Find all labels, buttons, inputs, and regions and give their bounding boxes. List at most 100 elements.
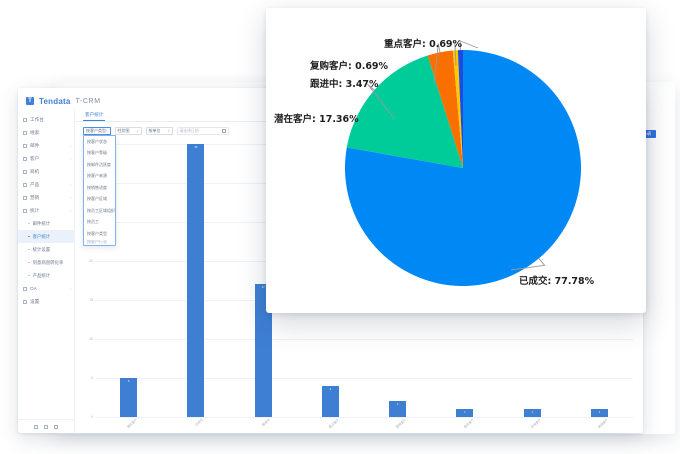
dropdown-item-5[interactable]: 按客户区域 (87, 196, 107, 202)
stats-icon (23, 208, 27, 213)
group-by-value: 按客户类型 (86, 128, 106, 133)
pie-label-4: 重点客户: 0.69% (384, 39, 463, 50)
dropdown-item-3[interactable]: 按客户来源 (87, 173, 107, 179)
gridline: 0 (91, 415, 633, 419)
bullet-icon (28, 261, 30, 264)
x-axis-tick: 已成交 (194, 417, 205, 428)
bar[interactable]: 17 (254, 284, 272, 417)
bar-chart-x-labels: 潜在客户 已成交 跟进中 重点客户 复购客户 意向客户 无效客户 其他客户 (95, 417, 633, 431)
pie-label-3: 复购客户: 0.69% (310, 61, 389, 72)
pie-label-0: 已成交: 77.78% (519, 276, 595, 287)
sidebar-item-label: OA (30, 286, 37, 291)
x-label-cell: 其他客户 (566, 417, 633, 431)
bar-cell: 1 (499, 144, 566, 417)
brand-mark-icon: T (26, 97, 34, 105)
pie-leader-line-2 (433, 43, 441, 85)
sidebar-item-2[interactable]: 邮件 › (18, 139, 74, 152)
bar-value-label: 35 (194, 145, 198, 149)
sidebar-item-4[interactable]: 商机 (18, 165, 74, 178)
help-icon[interactable] (54, 424, 58, 429)
sidebar-item-1[interactable]: 线索 (18, 126, 74, 139)
leads-icon (23, 130, 27, 135)
pie-slice-4[interactable] (457, 50, 463, 168)
bar-value-label: 5 (127, 379, 130, 383)
dropdown-item-6[interactable]: 按员工区域组织 (87, 207, 115, 213)
group-by-dropdown-menu[interactable]: 按客户状态按客户等级按邮件活跃度 按客户来源按销售进度按客户区域按员工区域组织 按员… (83, 135, 116, 246)
sidebar-item-11[interactable]: 刻意商盘转化率 (18, 256, 74, 269)
sidebar-item-8[interactable]: 邮件统计 (18, 217, 74, 230)
sidebar-item-14[interactable]: 设置 (18, 295, 74, 308)
chevron-down-icon: ▾ (106, 129, 108, 133)
lock-icon[interactable] (44, 424, 48, 429)
chevron-right-icon: › (69, 143, 71, 148)
bar[interactable]: 2 (389, 401, 407, 417)
date-range-input[interactable]: 请选择日期 (176, 127, 229, 135)
pie-label-2: 跟进中: 3.47% (310, 79, 379, 90)
sidebar-item-5[interactable]: 产品 › (18, 178, 74, 191)
sidebar-item-7[interactable]: 统计 › (18, 204, 74, 217)
bullet-icon (28, 235, 30, 238)
x-label-cell: 潜在客户 (95, 417, 162, 431)
dropdown-item-4[interactable]: 按销售进度 (87, 184, 107, 190)
sidebar-item-10[interactable]: 统计设置 (18, 243, 74, 256)
customer-icon (23, 156, 27, 161)
pie-leader-line-0 (510, 258, 546, 271)
pie-leader-line-4 (459, 40, 479, 51)
x-axis-tick: 意向客户 (462, 417, 475, 430)
sidebar-item-0[interactable]: 工作台 (18, 113, 74, 126)
pie-label-1: 潜在客户: 17.36% (274, 114, 359, 125)
bar-value-label: 4 (329, 386, 332, 391)
dropdown-item-1[interactable]: 按客户等级 (87, 150, 107, 156)
bar-cell: 1 (431, 144, 498, 417)
x-axis-tick: 跟进中 (261, 417, 272, 428)
chevron-down-icon: ▾ (137, 129, 139, 133)
dropdown-item-8[interactable]: 按客户类型 (87, 230, 107, 236)
bar[interactable]: 4 (321, 385, 339, 417)
marketing-icon (23, 195, 27, 200)
sidebar-item-6[interactable]: 营销 › (18, 191, 74, 204)
pie-slice-3[interactable] (452, 50, 463, 168)
user-icon[interactable] (34, 424, 38, 429)
chevron-down-icon: ▾ (168, 129, 170, 133)
brand-name: Tendata (39, 96, 71, 106)
product-name: T-CRM (75, 97, 101, 105)
sidebar: 工作台 线索 邮件 › 客户 › 商机 产品 › 营销 › 统计 › 邮件统计 客户统计 统计设置 刻意商盘转化… (18, 109, 75, 433)
bar-cell: 35 (162, 144, 229, 417)
dropdown-item-7[interactable]: 按员工 (87, 219, 99, 225)
bar[interactable]: 35 (187, 144, 205, 417)
dropdown-item-9[interactable]: 按客户行业 (87, 239, 107, 245)
sidebar-item-label: 客户统计 (32, 233, 51, 239)
sidebar-item-3[interactable]: 客户 › (18, 152, 74, 165)
sidebar-item-label: 产品 (30, 181, 40, 187)
chevron-right-icon: › (69, 286, 71, 291)
bullet-icon (28, 248, 30, 251)
tab-customer-stats[interactable]: 客户统计 (83, 112, 106, 121)
sidebar-footer (18, 419, 74, 433)
sidebar-item-label: 营销 (30, 194, 40, 200)
sidebar-item-label: 统计设置 (32, 246, 51, 252)
y-axis-tick: 10 (89, 336, 93, 341)
y-axis-tick: 20 (89, 258, 93, 263)
unit-select[interactable]: 按单位 ▾ (145, 127, 173, 135)
bar[interactable]: 5 (120, 378, 138, 417)
x-axis-tick: 重点客户 (327, 417, 341, 430)
sidebar-item-9[interactable]: 客户统计 (18, 230, 74, 243)
dropdown-item-0[interactable]: 按客户状态 (87, 138, 107, 144)
bar-cell: 5 (95, 144, 162, 417)
x-axis-tick: 潜在客户 (126, 417, 139, 430)
pie-leader-line-3 (454, 41, 457, 67)
dropdown-item-2[interactable]: 按邮件活跃度 (87, 161, 111, 167)
bar[interactable]: 1 (456, 409, 474, 417)
bar[interactable]: 1 (590, 409, 608, 417)
sidebar-nav-list: 工作台 线索 邮件 › 客户 › 商机 产品 › 营销 › 统计 › 邮件统计 客户统计 统计设置 刻意商盘转化… (18, 113, 74, 308)
chart-type-select[interactable]: 柱状图 ▾ (114, 127, 142, 135)
sidebar-item-label: 产品统计 (32, 272, 51, 278)
bar[interactable]: 1 (523, 409, 541, 417)
sidebar-item-12[interactable]: 产品统计 (18, 269, 74, 282)
bar-value-label: 1 (531, 410, 533, 415)
sidebar-item-13[interactable]: OA › (18, 282, 74, 295)
pie-slice-2[interactable] (427, 50, 463, 168)
group-by-select[interactable]: 按客户类型 ▾ (83, 127, 111, 135)
chevron-right-icon: › (69, 195, 71, 200)
app-logo: T Tendata T-CRM (18, 88, 643, 109)
